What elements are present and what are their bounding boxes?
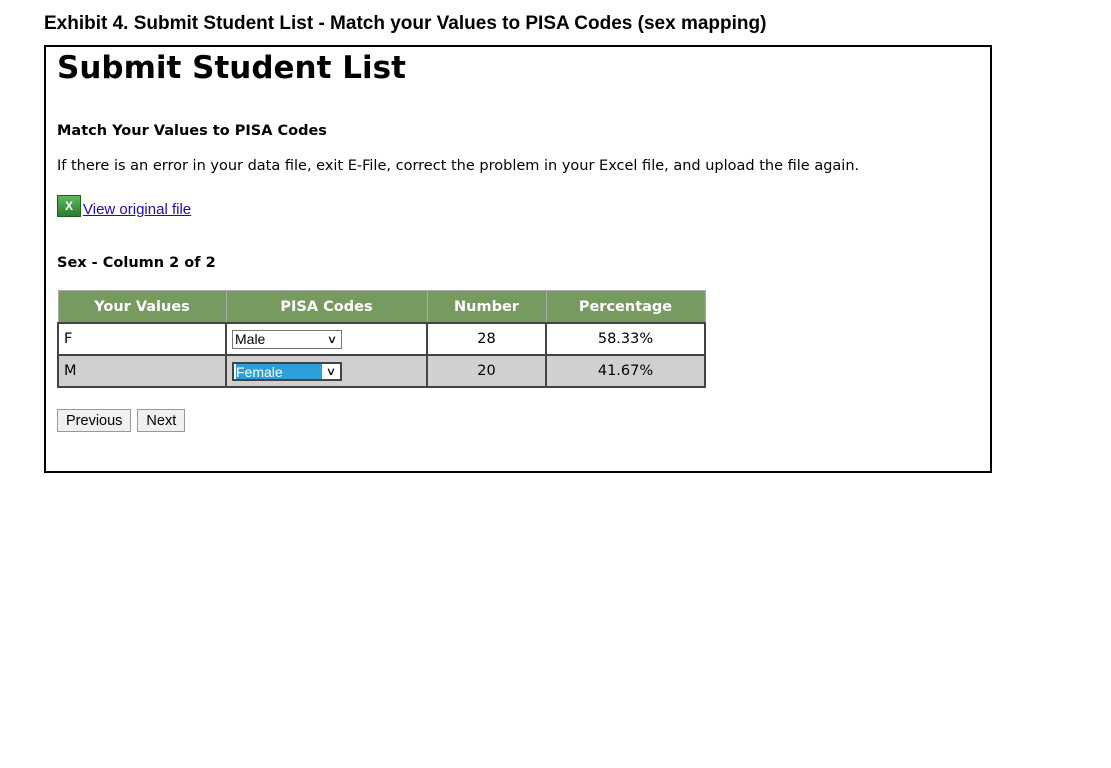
header-your-values: Your Values <box>57 290 227 324</box>
header-percentage: Percentage <box>545 290 706 324</box>
mapping-table: Your Values PISA Codes Number Percentage… <box>57 290 706 388</box>
header-pisa-codes: PISA Codes <box>225 290 428 324</box>
page-title: Submit Student List <box>57 50 406 86</box>
previous-button[interactable]: Previous <box>57 409 132 432</box>
pisa-code-select[interactable]: Female ∨ <box>232 361 342 381</box>
excel-icon: X <box>57 195 81 217</box>
info-text: If there is an error in your data file, … <box>57 158 860 174</box>
view-original-file-link[interactable]: View original file <box>83 201 192 218</box>
chevron-down-icon: ∨ <box>325 365 337 378</box>
chevron-down-icon: ∨ <box>326 333 338 346</box>
view-original-file[interactable]: X View original file <box>57 195 191 218</box>
table-row: M Female ∨ 20 41.67% <box>57 354 706 388</box>
number: 20 <box>426 354 547 388</box>
exhibit-caption: Exhibit 4. Submit Student List - Match y… <box>44 13 767 34</box>
number: 28 <box>426 322 547 356</box>
pisa-code-select[interactable]: Male ∨ <box>232 329 342 349</box>
your-value: F <box>57 322 227 356</box>
header-number: Number <box>426 290 547 324</box>
table-row: F Male ∨ 28 58.33% <box>57 322 706 356</box>
page-frame: Submit Student List Match Your Values to… <box>44 45 992 473</box>
subtitle: Match Your Values to PISA Codes <box>57 123 327 139</box>
percentage: 41.67% <box>545 354 706 388</box>
percentage: 58.33% <box>545 322 706 356</box>
section-heading: Sex - Column 2 of 2 <box>57 255 216 271</box>
next-button[interactable]: Next <box>137 409 186 432</box>
your-value: M <box>57 354 227 388</box>
